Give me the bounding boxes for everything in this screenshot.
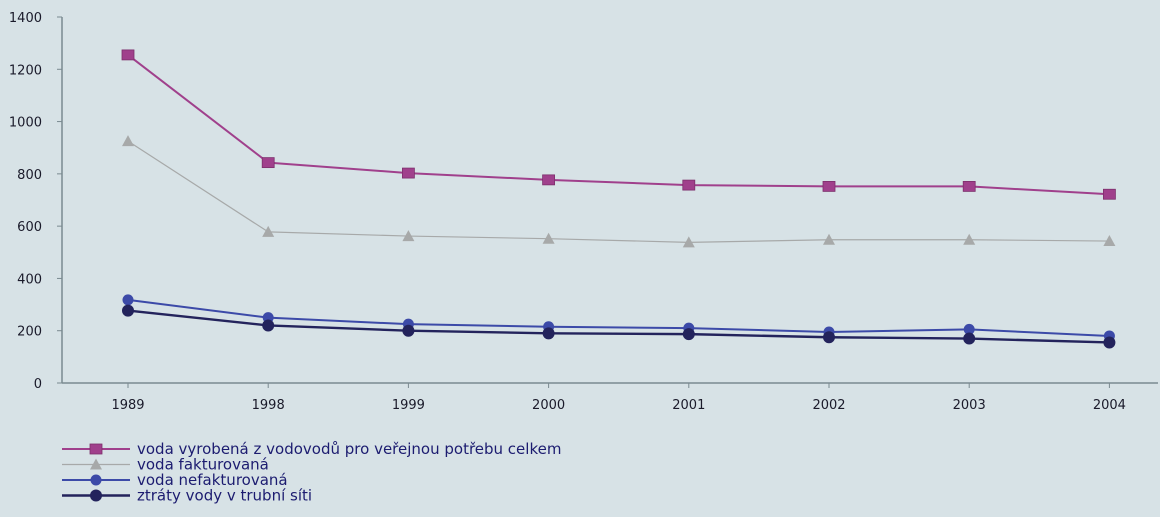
x-tick-label: 1998: [252, 398, 285, 413]
x-tick-label: 2002: [812, 398, 845, 413]
data-point: [1103, 336, 1115, 348]
data-point: [823, 181, 835, 191]
legend-marker: [90, 444, 102, 454]
x-tick-label: 2003: [953, 398, 986, 413]
x-tick-label: 2000: [532, 398, 565, 413]
x-tick-label: 2001: [672, 398, 705, 413]
y-tick-label: 800: [17, 168, 42, 183]
data-point: [963, 333, 975, 345]
x-tick-label: 2004: [1093, 398, 1126, 413]
y-tick-label: 600: [17, 220, 42, 235]
x-tick-label: 1999: [392, 398, 425, 413]
y-tick-label: 400: [17, 272, 42, 287]
x-tick-label: 1989: [111, 398, 144, 413]
data-point: [123, 294, 134, 305]
data-point: [683, 180, 695, 190]
data-point: [262, 319, 274, 331]
legend-marker: [90, 490, 102, 502]
legend-label: ztráty vody v trubní síti: [137, 487, 312, 505]
data-point: [543, 175, 555, 185]
y-tick-label: 1200: [9, 63, 42, 78]
data-point: [543, 327, 555, 339]
data-point: [122, 50, 134, 60]
data-point: [402, 168, 414, 178]
y-tick-label: 1400: [9, 11, 42, 26]
y-tick-label: 200: [17, 325, 42, 340]
data-point: [402, 325, 414, 337]
y-tick-label: 1000: [9, 116, 42, 131]
data-point: [1103, 189, 1115, 199]
data-point: [963, 181, 975, 191]
data-point: [683, 328, 695, 340]
data-point: [122, 305, 134, 317]
data-point: [262, 158, 274, 168]
legend-marker: [91, 475, 102, 486]
data-point: [823, 331, 835, 343]
y-tick-label: 0: [34, 377, 42, 392]
